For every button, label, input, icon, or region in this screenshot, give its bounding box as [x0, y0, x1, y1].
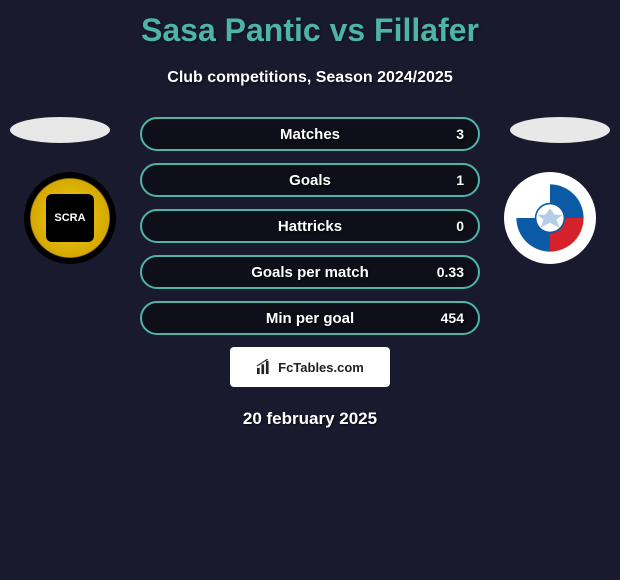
stat-label: Hattricks	[278, 218, 342, 235]
brand-text: FcTables.com	[278, 360, 364, 375]
stats-list: Matches 3 Goals 1 Hattricks 0 Goals per match 0…	[140, 117, 480, 335]
comparison-body: SCRA Matches 3 Goals 1 Hattricks 0 Goals per m…	[0, 117, 620, 429]
stat-label: Goals	[289, 172, 331, 189]
club-badge-left-label: SCRA	[46, 194, 94, 242]
brand-badge[interactable]: FcTables.com	[230, 347, 390, 387]
stat-label: Matches	[280, 126, 340, 143]
comparison-subtitle: Club competitions, Season 2024/2025	[0, 69, 620, 87]
shield-icon	[510, 178, 590, 258]
stat-row: Min per goal 454	[140, 301, 480, 335]
stat-value-right: 0.33	[437, 264, 464, 280]
club-badge-right	[504, 172, 596, 264]
stat-row: Matches 3	[140, 117, 480, 151]
stat-label: Min per goal	[266, 310, 354, 327]
club-badge-left: SCRA	[24, 172, 116, 264]
player-placeholder-left	[10, 117, 110, 143]
stat-label: Goals per match	[251, 264, 369, 281]
chart-icon	[256, 359, 274, 375]
player-placeholder-right	[510, 117, 610, 143]
stat-value-right: 454	[441, 310, 464, 326]
stat-row: Goals per match 0.33	[140, 255, 480, 289]
stat-row: Hattricks 0	[140, 209, 480, 243]
comparison-title: Sasa Pantic vs Fillafer	[0, 0, 620, 49]
stat-value-right: 0	[456, 218, 464, 234]
stat-row: Goals 1	[140, 163, 480, 197]
stat-value-right: 3	[456, 126, 464, 142]
comparison-date: 20 february 2025	[0, 409, 620, 429]
stat-value-right: 1	[456, 172, 464, 188]
